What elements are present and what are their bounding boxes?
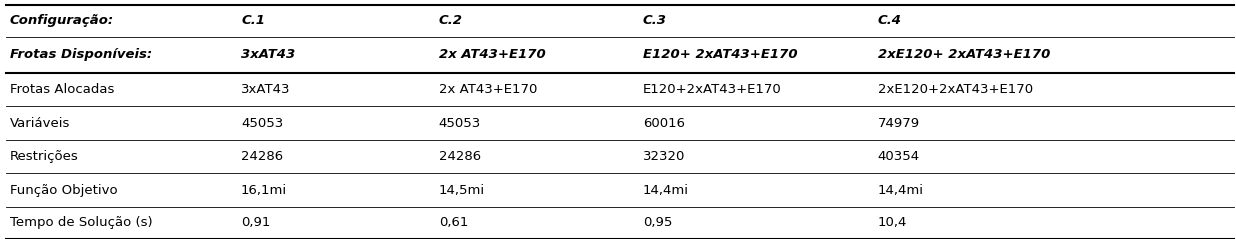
Text: Restrições: Restrições: [10, 150, 79, 163]
Text: 32320: 32320: [643, 150, 685, 163]
Text: 0,61: 0,61: [439, 216, 468, 229]
Text: Configuração:: Configuração:: [10, 14, 114, 27]
Text: 16,1mi: 16,1mi: [241, 184, 287, 196]
Text: 10,4: 10,4: [878, 216, 907, 229]
Text: 2x AT43+E170: 2x AT43+E170: [439, 83, 538, 96]
Text: C.3: C.3: [643, 14, 666, 27]
Text: E120+ 2xAT43+E170: E120+ 2xAT43+E170: [643, 49, 797, 61]
Text: 14,4mi: 14,4mi: [878, 184, 923, 196]
Text: 45053: 45053: [439, 117, 481, 130]
Text: Função Objetivo: Função Objetivo: [10, 184, 117, 196]
Text: 24286: 24286: [241, 150, 283, 163]
Text: 2xE120+ 2xAT43+E170: 2xE120+ 2xAT43+E170: [878, 49, 1049, 61]
Text: 14,4mi: 14,4mi: [643, 184, 688, 196]
Text: 2x AT43+E170: 2x AT43+E170: [439, 49, 545, 61]
Text: C.1: C.1: [241, 14, 265, 27]
Text: 14,5mi: 14,5mi: [439, 184, 485, 196]
Text: 3xAT43: 3xAT43: [241, 83, 290, 96]
Text: 24286: 24286: [439, 150, 481, 163]
Text: 0,91: 0,91: [241, 216, 271, 229]
Text: Frotas Alocadas: Frotas Alocadas: [10, 83, 114, 96]
Text: Frotas Disponíveis:: Frotas Disponíveis:: [10, 49, 152, 61]
Text: 45053: 45053: [241, 117, 283, 130]
Text: C.2: C.2: [439, 14, 462, 27]
Text: 60016: 60016: [643, 117, 685, 130]
Text: 0,95: 0,95: [643, 216, 672, 229]
Text: Variáveis: Variáveis: [10, 117, 70, 130]
Text: 40354: 40354: [878, 150, 920, 163]
Text: 3xAT43: 3xAT43: [241, 49, 295, 61]
Text: E120+2xAT43+E170: E120+2xAT43+E170: [643, 83, 781, 96]
Text: 2xE120+2xAT43+E170: 2xE120+2xAT43+E170: [878, 83, 1033, 96]
Text: C.4: C.4: [878, 14, 901, 27]
Text: 74979: 74979: [878, 117, 920, 130]
Text: Tempo de Solução (s): Tempo de Solução (s): [10, 216, 152, 229]
